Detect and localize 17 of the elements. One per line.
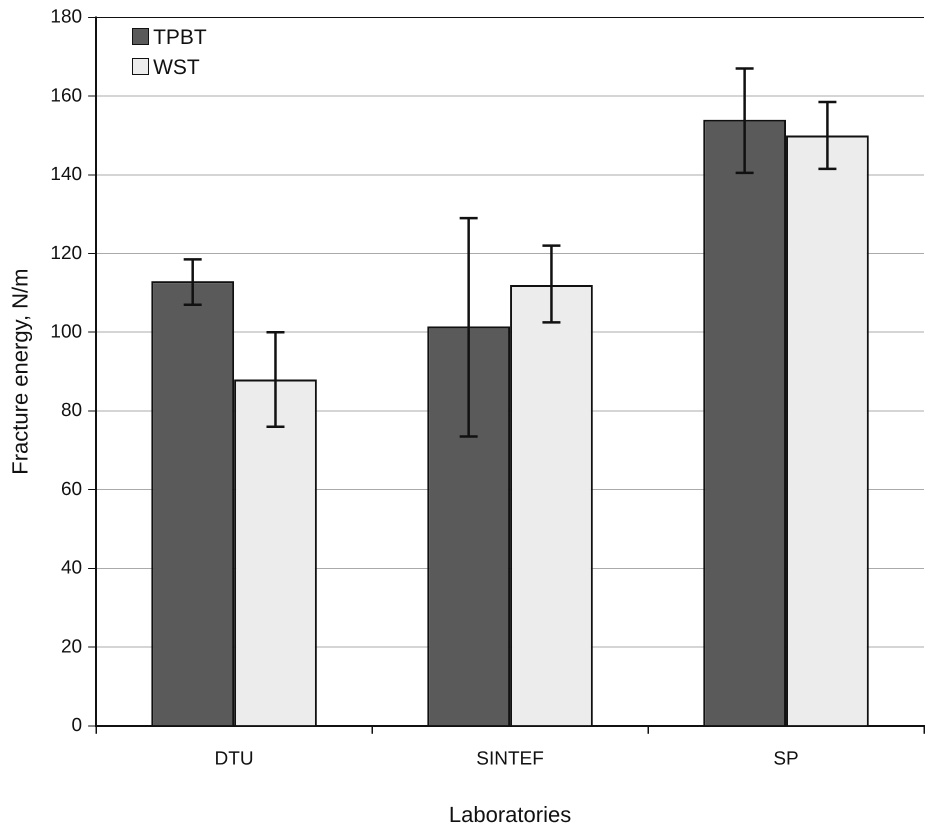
x-tick-label: SINTEF — [476, 748, 544, 770]
x-tick-label: DTU — [214, 748, 254, 770]
y-tick-label: 60 — [60, 478, 82, 500]
y-tick-label: 160 — [50, 85, 82, 106]
legend-label: TPBT — [153, 26, 207, 50]
y-tick-label: 140 — [50, 164, 82, 186]
y-axis-title: Fracture energy, N/m — [7, 268, 32, 475]
y-tick-label: 20 — [60, 636, 82, 658]
y-tick-label: 100 — [50, 321, 82, 342]
x-tick-label: SP — [773, 748, 799, 770]
legend-label: WST — [153, 56, 200, 80]
y-tick-label: 0 — [72, 715, 82, 736]
x-axis-title: Laboratories — [448, 802, 572, 827]
y-tick-label: 80 — [60, 400, 82, 422]
y-tick-label: 40 — [60, 558, 82, 579]
y-tick-label: 120 — [50, 242, 82, 264]
y-tick-label: 180 — [50, 6, 82, 28]
